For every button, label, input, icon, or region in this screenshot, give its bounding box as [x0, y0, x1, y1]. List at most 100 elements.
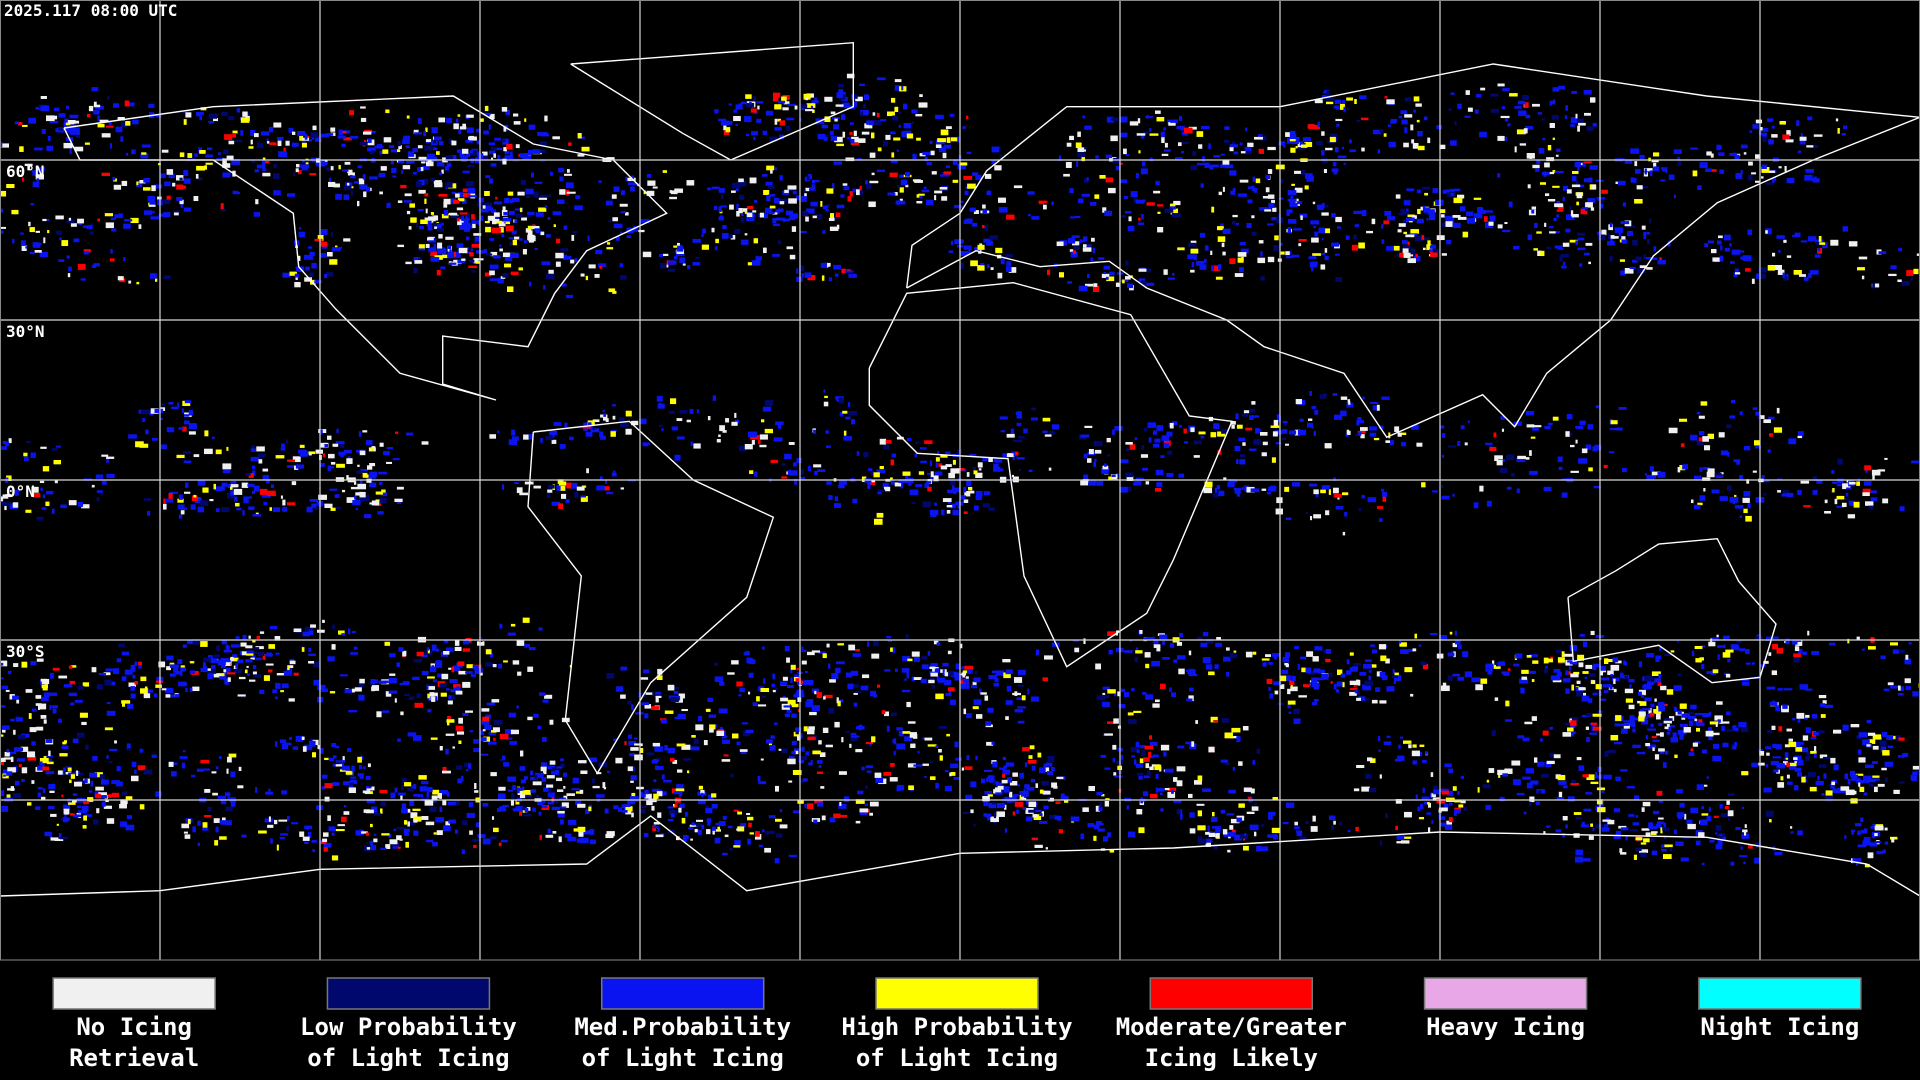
icing-speckle	[1668, 427, 1678, 434]
icing-speckle	[480, 208, 489, 213]
icing-speckle	[1771, 134, 1778, 138]
icing-speckle	[1590, 207, 1595, 211]
icing-speckle	[362, 430, 368, 433]
icing-speckle	[191, 495, 198, 502]
icing-speckle	[1291, 254, 1300, 258]
icing-speckle	[1696, 440, 1704, 446]
icing-speckle	[31, 486, 39, 493]
icing-speckle	[173, 210, 181, 214]
icing-speckle	[1396, 254, 1402, 257]
icing-speckle	[1850, 829, 1855, 832]
icing-speckle	[289, 665, 294, 669]
icing-speckle	[777, 118, 782, 122]
icing-speckle	[734, 228, 741, 235]
icing-speckle	[556, 777, 563, 782]
icing-speckle	[1630, 178, 1637, 183]
icing-speckle	[833, 264, 842, 270]
icing-speckle	[1578, 458, 1588, 464]
icing-speckle	[1525, 768, 1535, 774]
icing-speckle	[1845, 497, 1849, 501]
icing-speckle	[1232, 187, 1236, 192]
icing-speckle	[1648, 822, 1654, 828]
icing-speckle	[608, 288, 616, 293]
icing-speckle	[428, 248, 433, 253]
icing-speckle	[43, 237, 46, 244]
icing-speckle	[1854, 823, 1862, 827]
icing-speckle	[842, 183, 848, 186]
icing-speckle	[379, 498, 387, 504]
icing-speckle	[1516, 129, 1526, 135]
icing-speckle	[461, 258, 466, 261]
icing-speckle	[35, 695, 42, 699]
icing-speckle	[804, 272, 812, 278]
icing-speckle	[454, 640, 460, 646]
icing-speckle	[686, 419, 691, 423]
icing-speckle	[31, 708, 37, 712]
icing-speckle	[1326, 101, 1334, 105]
icing-speckle	[1287, 190, 1297, 196]
icing-speckle	[1613, 741, 1623, 745]
icing-speckle	[1285, 132, 1290, 137]
icing-speckle	[1755, 119, 1763, 124]
icing-speckle	[113, 184, 122, 190]
icing-speckle	[285, 439, 288, 444]
icing-speckle	[970, 260, 978, 267]
icing-speckle	[1441, 485, 1444, 488]
icing-speckle	[1137, 222, 1145, 225]
icing-speckle	[1135, 741, 1140, 748]
icing-speckle	[823, 389, 826, 393]
icing-speckle	[984, 791, 993, 795]
icing-speckle	[1210, 716, 1218, 723]
icing-speckle	[1463, 806, 1468, 811]
icing-speckle	[1266, 678, 1273, 685]
icing-speckle	[1126, 448, 1130, 451]
icing-speckle	[365, 440, 373, 446]
icing-speckle	[369, 840, 374, 846]
icing-speckle	[1612, 657, 1619, 663]
icing-speckle	[855, 691, 862, 694]
icing-speckle	[1679, 734, 1684, 740]
icing-speckle	[1196, 260, 1205, 266]
icing-speckle	[1604, 751, 1609, 757]
icing-speckle	[208, 121, 215, 124]
icing-speckle	[344, 161, 351, 165]
icing-speckle	[55, 128, 60, 133]
icing-speckle	[965, 218, 973, 224]
icing-speckle	[940, 129, 949, 136]
icing-speckle	[1409, 254, 1414, 257]
icing-speckle	[256, 143, 264, 149]
icing-speckle	[152, 437, 158, 441]
icing-speckle	[1146, 202, 1155, 206]
icing-speckle	[343, 185, 352, 191]
icing-speckle	[436, 151, 440, 155]
icing-speckle	[1457, 791, 1460, 795]
icing-speckle	[1252, 176, 1256, 183]
icing-speckle	[199, 150, 206, 154]
icing-speckle	[417, 118, 422, 125]
icing-speckle	[58, 675, 68, 679]
icing-speckle	[1535, 168, 1540, 172]
icing-speckle	[1881, 767, 1887, 771]
icing-speckle	[1196, 803, 1205, 806]
icing-speckle	[783, 218, 790, 222]
icing-speckle	[141, 144, 151, 148]
icing-speckle	[418, 244, 425, 250]
icing-speckle	[304, 626, 313, 632]
icing-speckle	[646, 190, 655, 196]
icing-speckle	[1604, 690, 1609, 693]
icing-speckle	[498, 221, 506, 227]
icing-speckle	[740, 213, 744, 217]
icing-speckle	[1210, 432, 1217, 438]
icing-speckle	[1436, 235, 1445, 241]
icing-speckle	[199, 500, 209, 506]
icing-speckle	[749, 470, 754, 474]
icing-speckle	[1410, 229, 1420, 234]
icing-speckle	[1353, 210, 1363, 215]
icing-speckle	[322, 453, 325, 458]
icing-speckle	[396, 486, 404, 490]
icing-speckle	[480, 753, 489, 756]
icing-speckle	[350, 175, 353, 179]
icing-speckle	[616, 686, 624, 692]
icing-speckle	[849, 191, 853, 197]
icing-speckle	[1171, 789, 1174, 794]
